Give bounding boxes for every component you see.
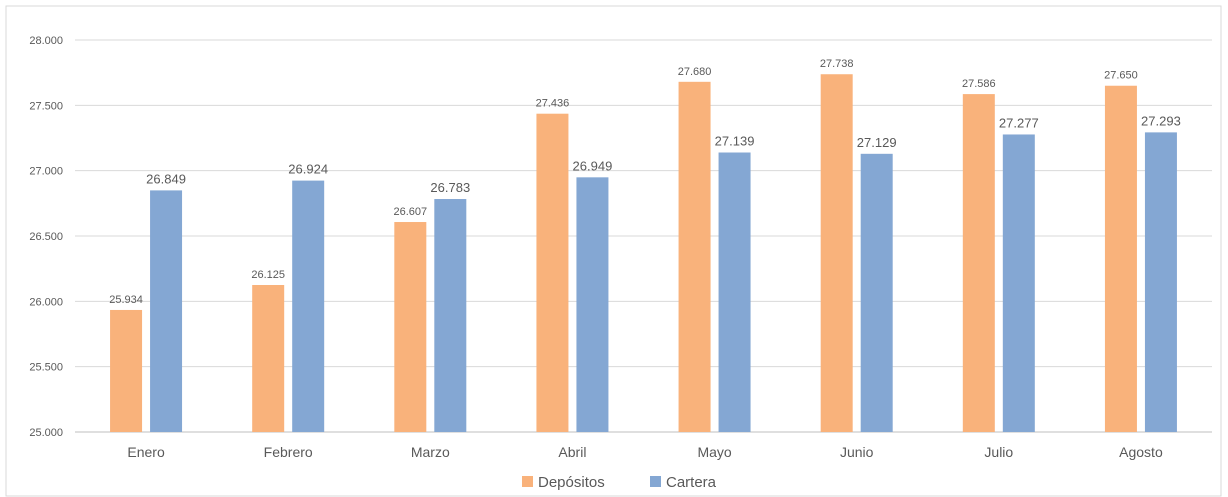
- data-label: 27.129: [857, 135, 897, 150]
- bar-cartera: [718, 152, 751, 432]
- x-tick-label: Agosto: [1119, 444, 1163, 460]
- bar-depositos: [1104, 85, 1137, 432]
- data-label: 26.924: [288, 162, 328, 177]
- data-label: 27.680: [678, 66, 712, 78]
- bar-depositos: [678, 81, 711, 433]
- bar-depositos: [820, 74, 853, 432]
- x-tick-label: Enero: [127, 444, 165, 460]
- x-tick-label: Junio: [840, 444, 874, 460]
- data-label: 26.607: [393, 206, 427, 218]
- y-tick-label: 26.500: [29, 231, 63, 243]
- legend-swatch-depositos: [522, 476, 533, 487]
- legend-label-depositos: Depósitos: [538, 474, 605, 491]
- bar-depositos: [536, 113, 569, 433]
- bars: [110, 74, 1177, 433]
- x-axis-ticks: Enero Febrero Marzo Abril Mayo Junio Julio Agos…: [127, 444, 1163, 460]
- y-tick-label: 28.000: [29, 35, 63, 47]
- bar-cartera: [292, 180, 325, 432]
- bar-depositos: [110, 309, 143, 432]
- data-label: 25.934: [109, 294, 143, 306]
- data-label: 27.139: [715, 134, 755, 149]
- data-label: 26.125: [251, 269, 285, 281]
- x-tick-label: Abril: [558, 444, 586, 460]
- x-tick-label: Julio: [984, 444, 1013, 460]
- bar-cartera: [1144, 132, 1177, 432]
- data-label: 26.949: [573, 158, 613, 173]
- data-label: 27.293: [1141, 113, 1181, 128]
- data-label: 26.783: [430, 180, 470, 195]
- data-label: 27.436: [536, 98, 570, 110]
- x-tick-label: Febrero: [264, 444, 313, 460]
- legend: Depósitos Cartera: [522, 474, 717, 491]
- bar-cartera: [434, 199, 467, 432]
- x-tick-label: Marzo: [411, 444, 450, 460]
- y-tick-label: 26.000: [29, 296, 63, 308]
- data-label: 27.738: [820, 58, 854, 70]
- legend-swatch-cartera: [650, 476, 661, 487]
- y-tick-label: 25.500: [29, 362, 63, 374]
- x-tick-label: Mayo: [697, 444, 731, 460]
- y-tick-label: 25.000: [29, 427, 63, 439]
- y-tick-label: 27.500: [29, 100, 63, 112]
- bar-cartera: [1002, 134, 1035, 433]
- legend-label-cartera: Cartera: [666, 474, 717, 491]
- data-label: 27.650: [1104, 70, 1138, 82]
- chart-border: [5, 5, 1222, 497]
- data-label: 27.277: [999, 115, 1039, 130]
- bar-depositos: [962, 94, 995, 432]
- bar-cartera: [576, 177, 609, 432]
- data-label: 26.849: [146, 171, 186, 186]
- bar-cartera: [150, 190, 183, 432]
- bar-depositos: [394, 222, 427, 432]
- bar-cartera: [860, 153, 893, 432]
- bar-depositos: [252, 285, 285, 432]
- data-label: 27.586: [962, 78, 996, 90]
- y-axis-ticks: 25.000 25.500 26.000 26.500 27.000 27.500 28.0…: [29, 35, 63, 439]
- y-tick-label: 27.000: [29, 166, 63, 178]
